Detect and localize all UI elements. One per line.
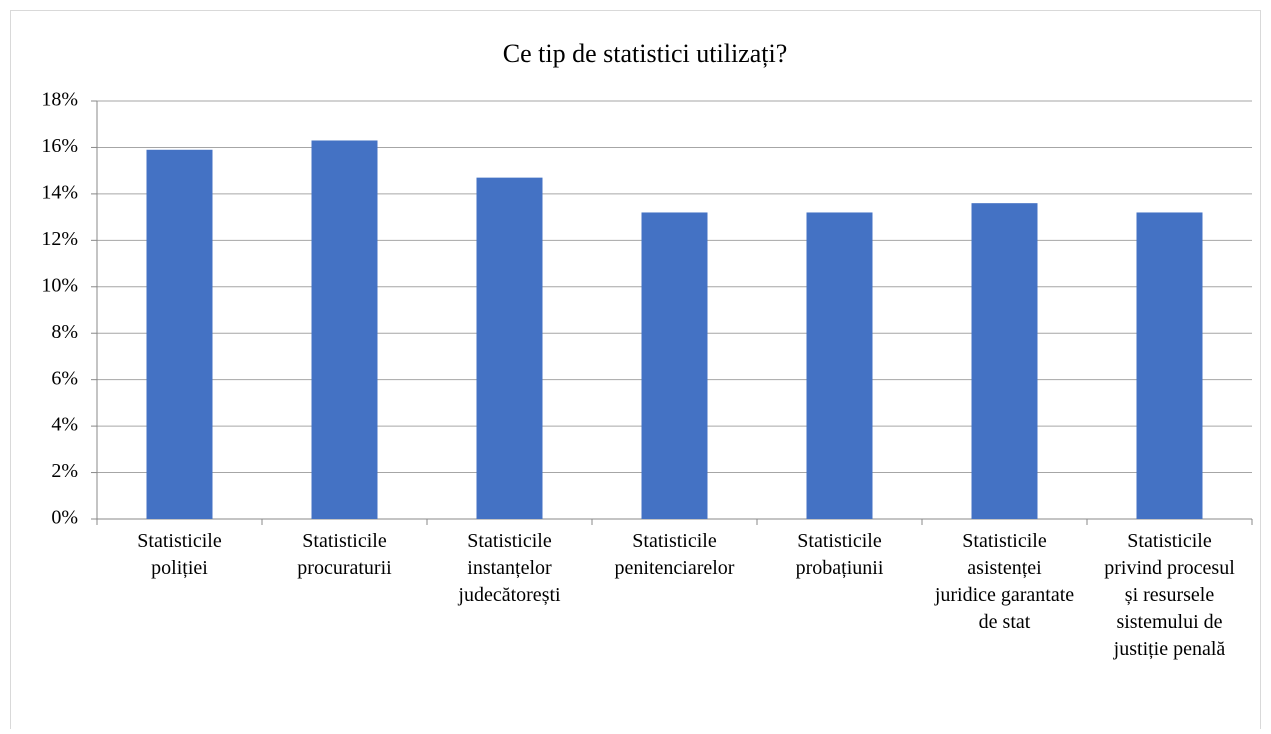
y-tick-label: 14% <box>41 181 78 203</box>
bar <box>311 140 378 519</box>
chart-border <box>10 10 1261 734</box>
bar <box>1136 212 1203 519</box>
x-tick-label: Statisticile privind procesul și resurse… <box>1104 530 1235 660</box>
bar <box>641 212 708 519</box>
bar <box>476 177 543 519</box>
y-tick-label: 8% <box>51 321 78 343</box>
y-tick-label: 4% <box>51 414 78 436</box>
x-tick-label: Statisticile procuraturii <box>297 530 392 579</box>
y-tick-label: 10% <box>41 274 78 296</box>
x-tick-label: Statisticile instanțelor judecătorești <box>458 530 561 606</box>
bar <box>806 212 873 519</box>
bar <box>146 149 213 519</box>
y-tick-label: 0% <box>51 507 78 529</box>
chart-title: Ce tip de statistici utilizați? <box>503 39 788 68</box>
y-tick-label: 6% <box>51 367 78 389</box>
x-tick-label: Statisticile penitenciarelor <box>614 530 735 579</box>
y-tick-label: 18% <box>41 89 78 111</box>
y-tick-label: 16% <box>41 135 78 157</box>
x-tick-label: Statisticile probațiunii <box>795 530 884 579</box>
x-tick-label: Statisticile poliției <box>137 530 222 579</box>
bar <box>971 203 1038 519</box>
y-tick-label: 2% <box>51 460 78 482</box>
x-tick-label: Statisticile asistenței juridice garanta… <box>934 530 1075 633</box>
y-tick-label: 12% <box>41 228 78 250</box>
